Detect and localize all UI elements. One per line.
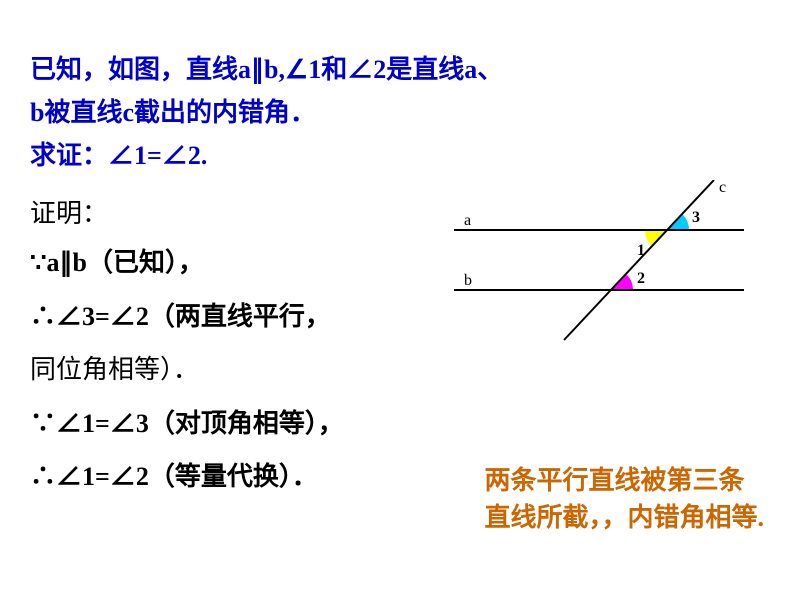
line-c [564,180,714,340]
label-a: a [464,212,471,229]
label-angle-1: 1 [637,242,645,259]
label-angle-3: 3 [692,209,700,226]
given-line-3: 求证：∠1=∠2. [30,136,764,175]
label-c: c [719,180,726,196]
given-line-2: b被直线c截出的内错角． [30,93,764,132]
given-line-1: 已知，如图，直线a∥b,∠1和∠2是直线a、 [30,50,764,89]
conclusion-text: 两条平行直线被第三条 直线所截，，内错角相等. [484,463,764,536]
label-b: b [464,272,472,289]
proof-step-3: ∵∠1=∠3（对顶角相等）， [30,403,764,445]
conclusion-line-1: 两条平行直线被第三条 [484,463,764,499]
conclusion-line-2: 直线所截，，内错角相等. [484,500,764,536]
label-angle-2: 2 [637,270,645,287]
geometry-diagram: c a b 3 1 2 [454,180,754,360]
